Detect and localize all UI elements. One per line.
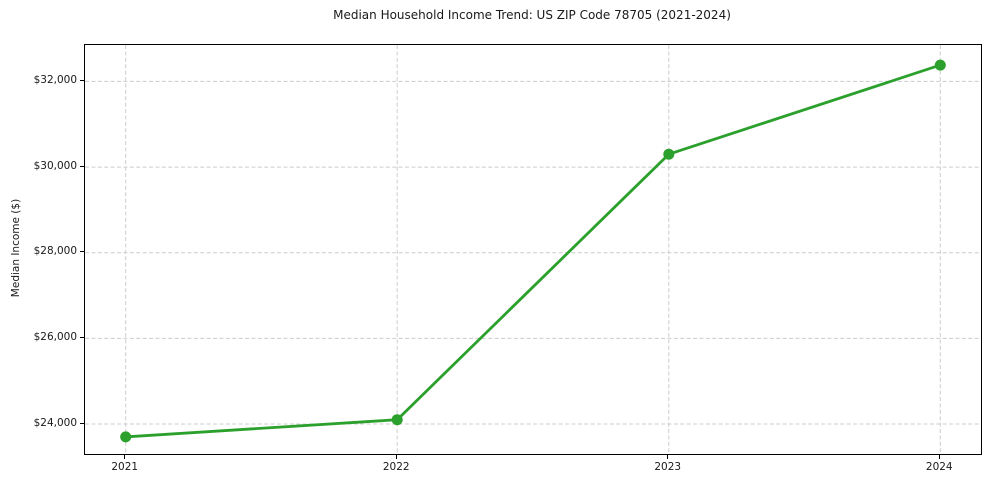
- y-tick-label: $32,000: [33, 73, 77, 86]
- x-tick-label: 2024: [925, 461, 953, 473]
- x-tick-mark: [395, 455, 397, 459]
- x-tick-mark: [667, 455, 669, 459]
- plot-area: [84, 44, 982, 455]
- y-tick-mark: [80, 79, 84, 81]
- y-tick-mark: [80, 422, 84, 424]
- data-point-marker: [391, 414, 403, 426]
- y-tick-label: $26,000: [33, 330, 77, 343]
- y-tick-mark: [80, 165, 84, 167]
- data-point-marker: [663, 148, 675, 160]
- chart-title: Median Household Income Trend: US ZIP Co…: [333, 8, 731, 22]
- line-chart-canvas: [85, 45, 981, 454]
- y-tick-label: $28,000: [33, 245, 77, 258]
- x-tick-label: 2023: [654, 461, 682, 473]
- x-tick-label: 2022: [382, 461, 410, 473]
- y-tick-mark: [80, 336, 84, 338]
- x-tick-mark: [124, 455, 126, 459]
- x-tick-label: 2021: [111, 461, 139, 473]
- y-tick-label: $30,000: [33, 159, 77, 172]
- x-tick-mark: [938, 455, 940, 459]
- income-trend-line: [124, 63, 942, 439]
- y-tick-label: $24,000: [33, 416, 77, 429]
- data-point-marker: [934, 59, 946, 71]
- data-point-marker: [120, 431, 132, 443]
- y-tick-mark: [80, 251, 84, 253]
